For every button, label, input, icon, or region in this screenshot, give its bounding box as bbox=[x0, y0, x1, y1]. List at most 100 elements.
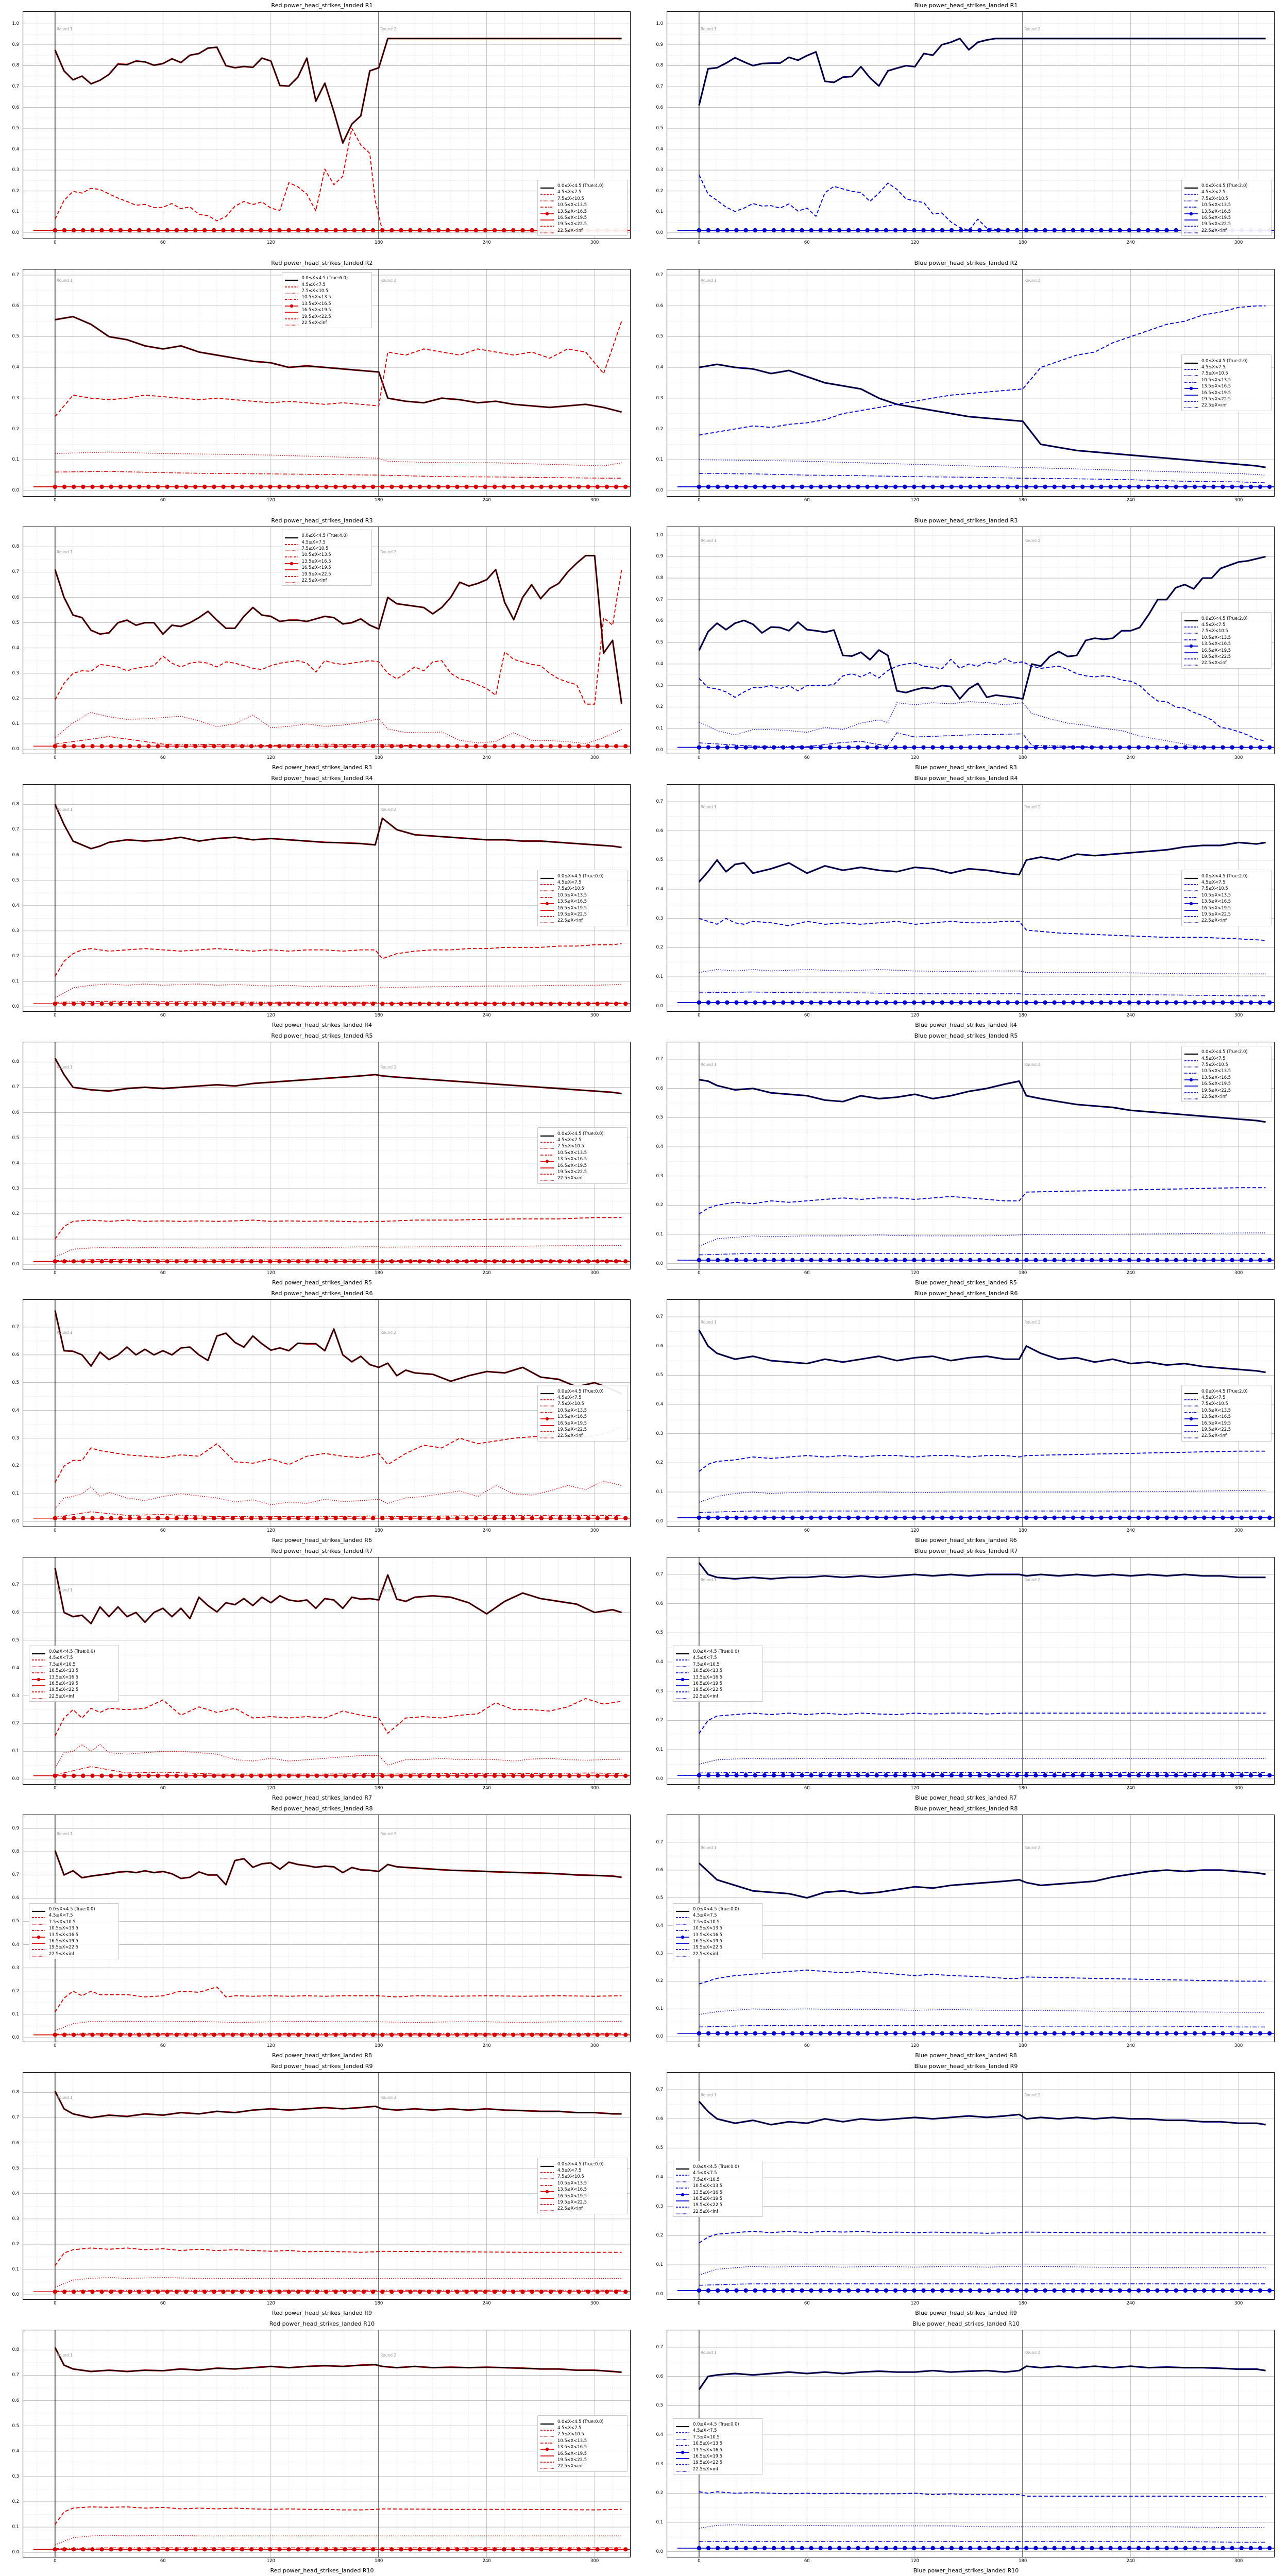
y-tick-label: 0.4 bbox=[656, 1402, 663, 1407]
y-axis-tick-labels: 0.0 0.1 0.2 0.3 0.4 0.5 0.6 0.7 bbox=[0, 1299, 22, 1527]
plot-legend[interactable]: 0.0≤X<4.5 (True:4.0) 4.5≤X<7.5 7.5≤X<10.5 1… bbox=[281, 530, 372, 586]
plot-svg bbox=[23, 1557, 631, 1785]
x-tick-label: 300 bbox=[590, 2301, 599, 2306]
y-tick-label: 0.0 bbox=[656, 488, 663, 494]
x-axis-tick-labels: 0 60 120 180 240 300 bbox=[23, 2557, 631, 2569]
legend-label: 10.5≤X<13.5 bbox=[557, 202, 587, 208]
series-line-bin0 bbox=[55, 804, 622, 849]
legend-line-swatch-bin6 bbox=[284, 314, 299, 319]
legend-label: 16.5≤X<19.5 bbox=[693, 2453, 723, 2459]
plot-legend[interactable]: 0.0≤X<4.5 (True:0.0) 4.5≤X<7.5 7.5≤X<10.5 1… bbox=[673, 2160, 763, 2217]
legend-entry: 16.5≤X<19.5 bbox=[284, 307, 368, 313]
plot-legend[interactable]: 0.0≤X<4.5 (True:0.0) 4.5≤X<7.5 7.5≤X<10.5 1… bbox=[673, 2418, 763, 2475]
plot-legend[interactable]: 0.0≤X<4.5 (True:0.0) 4.5≤X<7.5 7.5≤X<10.5 1… bbox=[29, 1645, 119, 1702]
plot-title: Blue power_head_strikes_landed R6 bbox=[914, 1290, 1018, 1297]
legend-entry: 13.5≤X<16.5 bbox=[284, 300, 368, 308]
y-axis-tick-labels: 0.0 0.1 0.2 0.3 0.4 0.5 0.6 0.7 bbox=[644, 784, 666, 1012]
legend-entry: 19.5≤X<22.5 bbox=[675, 2459, 759, 2466]
legend-line-swatch-bin0 bbox=[540, 1131, 554, 1137]
x-tick-label: 0 bbox=[54, 1528, 57, 1533]
x-tick-label: 240 bbox=[482, 2301, 491, 2306]
legend-label: 10.5≤X<13.5 bbox=[49, 1668, 79, 1673]
round-marker-label: Round 1 bbox=[56, 1587, 73, 1592]
plot-legend[interactable]: 0.0≤X<4.5 (True:0.0) 4.5≤X<7.5 7.5≤X<10.5 1… bbox=[673, 1903, 763, 1959]
legend-line-swatch-bin6 bbox=[1184, 1427, 1198, 1432]
y-tick-label: 0.3 bbox=[12, 1693, 19, 1699]
plot-legend[interactable]: 0.0≤X<4.5 (True:4.0) 4.5≤X<7.5 7.5≤X<10.5 1… bbox=[537, 179, 628, 236]
y-tick-label: 0.0 bbox=[12, 230, 19, 235]
legend-entry: 10.5≤X<13.5 bbox=[675, 1925, 759, 1931]
plot-legend[interactable]: 0.0≤X<4.5 (True:2.0) 4.5≤X<7.5 7.5≤X<10.5 1… bbox=[1181, 179, 1272, 236]
legend-line-swatch-bin7 bbox=[540, 1175, 554, 1181]
y-tick-label: 0.6 bbox=[656, 303, 663, 309]
plot-axes: Round 1 Round 2 bbox=[667, 269, 1275, 497]
legend-entry: 16.5≤X<19.5 bbox=[675, 2453, 759, 2459]
plot-legend[interactable]: 0.0≤X<4.5 (True:6.0) 4.5≤X<7.5 7.5≤X<10.5 1… bbox=[281, 272, 372, 329]
plot-legend[interactable]: 0.0≤X<4.5 (True:0.0) 4.5≤X<7.5 7.5≤X<10.5 1… bbox=[537, 2158, 628, 2214]
plot-legend[interactable]: 0.0≤X<4.5 (True:2.0) 4.5≤X<7.5 7.5≤X<10.5 1… bbox=[1181, 1046, 1272, 1103]
legend-label: 10.5≤X<13.5 bbox=[1201, 377, 1231, 382]
x-tick-label: 120 bbox=[266, 755, 275, 760]
series-line-bin0 bbox=[699, 364, 1266, 468]
y-tick-label: 0.7 bbox=[12, 569, 19, 575]
legend-line-swatch-bin5 bbox=[540, 905, 554, 911]
legend-label: 7.5≤X<10.5 bbox=[49, 1661, 76, 1667]
y-tick-label: 0.5 bbox=[12, 1637, 19, 1643]
round-marker-label: Round 2 bbox=[380, 1330, 397, 1335]
plot-legend[interactable]: 0.0≤X<4.5 (True:2.0) 4.5≤X<7.5 7.5≤X<10.5 1… bbox=[1181, 354, 1272, 411]
y-tick-label: 0.7 bbox=[12, 2372, 19, 2378]
legend-entry: 4.5≤X<7.5 bbox=[1184, 1394, 1268, 1400]
legend-entry: 16.5≤X<19.5 bbox=[1184, 389, 1268, 396]
y-tick-label: 0.6 bbox=[12, 595, 19, 600]
series-line-bin3 bbox=[55, 1259, 622, 1261]
x-axis-tick-labels: 0 60 120 180 240 300 bbox=[667, 239, 1275, 250]
legend-line-swatch-bin0 bbox=[284, 275, 299, 281]
x-tick-label: 300 bbox=[1234, 2043, 1243, 2048]
legend-label: 13.5≤X<16.5 bbox=[1201, 641, 1231, 647]
plot-panel-r7-red: Red power_head_strikes_landed R7 0.0 0.1 0.… bbox=[0, 1546, 644, 1803]
series-line-bin0 bbox=[55, 2347, 622, 2373]
x-axis-tick-labels: 0 60 120 180 240 300 bbox=[667, 2300, 1275, 2311]
legend-label: 4.5≤X<7.5 bbox=[1201, 879, 1226, 885]
plot-legend[interactable]: 0.0≤X<4.5 (True:0.0) 4.5≤X<7.5 7.5≤X<10.5 1… bbox=[29, 1903, 119, 1959]
x-tick-label: 120 bbox=[910, 755, 919, 760]
series-line-bin3 bbox=[699, 2025, 1266, 2028]
legend-entry: 22.5≤X<inf bbox=[31, 1693, 115, 1699]
legend-entry: 16.5≤X<19.5 bbox=[1184, 1080, 1268, 1087]
x-tick-label: 300 bbox=[590, 2043, 599, 2048]
plot-title: Red power_head_strikes_landed R3 bbox=[271, 517, 373, 524]
plot-legend[interactable]: 0.0≤X<4.5 (True:2.0) 4.5≤X<7.5 7.5≤X<10.5 1… bbox=[1181, 870, 1272, 926]
legend-line-swatch-bin4 bbox=[1184, 383, 1198, 391]
legend-entry: 10.5≤X<13.5 bbox=[284, 551, 368, 558]
y-tick-label: 0.5 bbox=[656, 1115, 663, 1121]
x-tick-label: 120 bbox=[910, 1013, 919, 1018]
legend-line-swatch-bin2 bbox=[540, 2431, 554, 2437]
plot-legend[interactable]: 0.0≤X<4.5 (True:2.0) 4.5≤X<7.5 7.5≤X<10.5 1… bbox=[1181, 612, 1272, 669]
legend-label: 4.5≤X<7.5 bbox=[693, 2170, 717, 2176]
legend-entry: 0.0≤X<4.5 (True:4.0) bbox=[540, 182, 624, 189]
x-axis-label: Red power_head_strikes_landed R8 bbox=[272, 2052, 372, 2059]
round-marker-label: Round 1 bbox=[700, 1578, 717, 1582]
plot-legend[interactable]: 0.0≤X<4.5 (True:0.0) 4.5≤X<7.5 7.5≤X<10.5 1… bbox=[537, 2415, 628, 2472]
legend-line-swatch-bin3 bbox=[675, 1668, 690, 1674]
y-tick-label: 0.4 bbox=[12, 2448, 19, 2454]
y-tick-label: 0.6 bbox=[656, 1343, 663, 1349]
plot-legend[interactable]: 0.0≤X<4.5 (True:0.0) 4.5≤X<7.5 7.5≤X<10.5 1… bbox=[537, 870, 628, 926]
legend-entry: 4.5≤X<7.5 bbox=[540, 2425, 624, 2431]
x-tick-label: 240 bbox=[482, 2043, 491, 2048]
plot-legend[interactable]: 0.0≤X<4.5 (True:2.0) 4.5≤X<7.5 7.5≤X<10.5 1… bbox=[1181, 1385, 1272, 1442]
plot-legend[interactable]: 0.0≤X<4.5 (True:0.0) 4.5≤X<7.5 7.5≤X<10.5 1… bbox=[537, 1127, 628, 1184]
legend-label: 22.5≤X<inf bbox=[49, 1693, 75, 1699]
legend-line-swatch-bin3 bbox=[31, 1668, 46, 1674]
plot-svg bbox=[23, 1815, 631, 2042]
legend-label: 19.5≤X<22.5 bbox=[557, 1168, 587, 1174]
legend-entry: 0.0≤X<4.5 (True:0.0) bbox=[675, 1906, 759, 1912]
plot-legend[interactable]: 0.0≤X<4.5 (True:0.0) 4.5≤X<7.5 7.5≤X<10.5 1… bbox=[673, 1645, 763, 1702]
plot-legend[interactable]: 0.0≤X<4.5 (True:0.0) 4.5≤X<7.5 7.5≤X<10.5 1… bbox=[537, 1385, 628, 1442]
y-tick-label: 0.5 bbox=[12, 1919, 19, 1924]
legend-entry: 19.5≤X<22.5 bbox=[540, 1426, 624, 1432]
legend-label: 16.5≤X<19.5 bbox=[49, 1681, 79, 1686]
x-tick-label: 300 bbox=[590, 1013, 599, 1018]
legend-entry: 7.5≤X<10.5 bbox=[1184, 885, 1268, 892]
legend-label: 13.5≤X<16.5 bbox=[693, 1674, 723, 1680]
